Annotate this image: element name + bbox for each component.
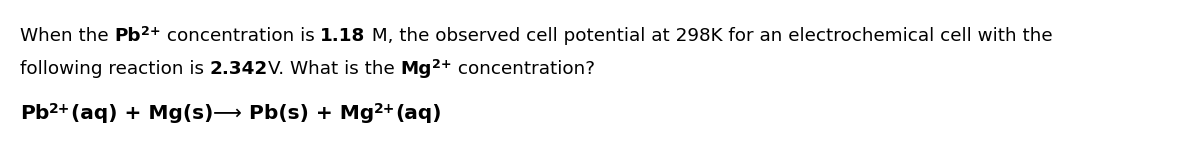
Text: concentration is: concentration is xyxy=(161,27,320,45)
Text: 2+: 2+ xyxy=(374,102,396,116)
Text: 2.342: 2.342 xyxy=(210,60,268,78)
Text: 2+: 2+ xyxy=(142,25,161,38)
Text: ⟶: ⟶ xyxy=(214,104,242,123)
Text: 2+: 2+ xyxy=(432,58,451,71)
Text: Pb: Pb xyxy=(114,27,142,45)
Text: When the: When the xyxy=(20,27,114,45)
Text: M, the observed cell potential at 298K for an electrochemical cell with the: M, the observed cell potential at 298K f… xyxy=(366,27,1052,45)
Text: Mg: Mg xyxy=(401,60,432,78)
Text: (aq): (aq) xyxy=(396,104,442,123)
Text: 2+: 2+ xyxy=(49,102,71,116)
Text: (aq) + Mg(s): (aq) + Mg(s) xyxy=(71,104,214,123)
Text: concentration?: concentration? xyxy=(451,60,595,78)
Text: following reaction is: following reaction is xyxy=(20,60,210,78)
Text: Pb(s) + Mg: Pb(s) + Mg xyxy=(242,104,374,123)
Text: 1.18: 1.18 xyxy=(320,27,366,45)
Text: V. What is the: V. What is the xyxy=(268,60,401,78)
Text: Pb: Pb xyxy=(20,104,49,123)
